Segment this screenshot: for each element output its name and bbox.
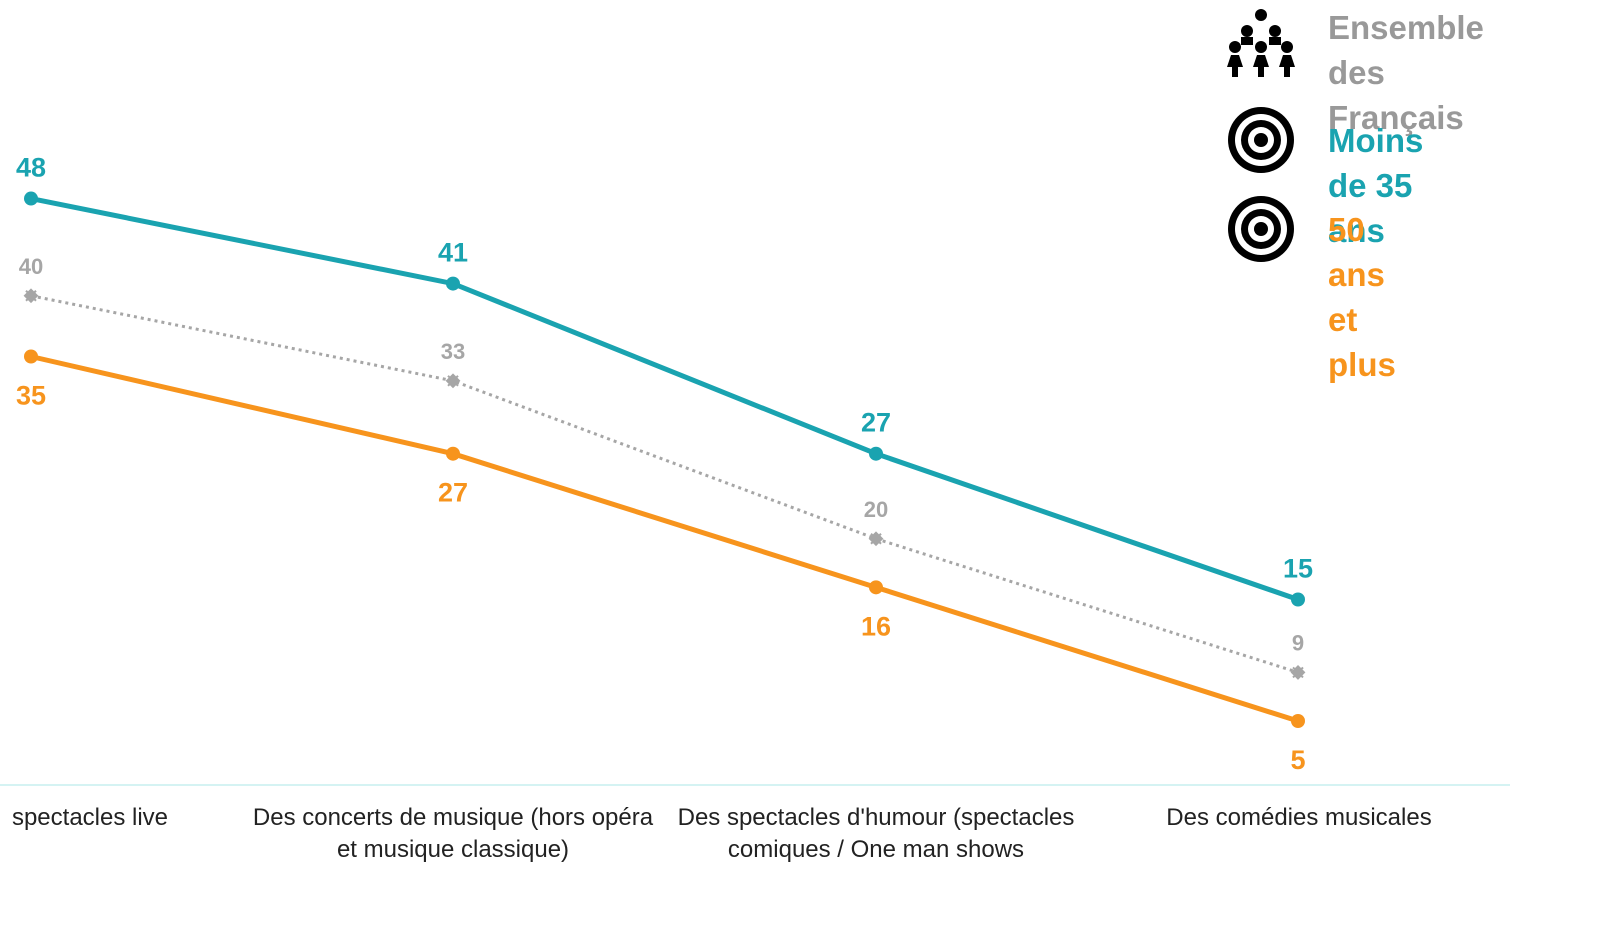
- legend-item-ensemble: Ensemble des Français: [1225, 5, 1484, 136]
- series-line-50-plus: [30, 354, 1299, 724]
- data-point-50-plus-4: [1291, 714, 1305, 728]
- data-point-50-plus-1: [24, 349, 38, 364]
- category-label-3: Des spectacles d'humour (spectacles comi…: [677, 804, 1075, 863]
- people-group-icon: [1227, 9, 1295, 77]
- series-line-moins-35: [30, 196, 1299, 602]
- data-point-moins-35-3: [869, 446, 883, 461]
- data-label-50-plus-2: 27: [438, 478, 468, 508]
- data-point-moins-35-4: [1291, 592, 1305, 607]
- data-label-50-plus-1: 35: [16, 381, 46, 411]
- data-point-moins-35-1: [24, 191, 38, 206]
- data-label-ensemble-2: 33: [441, 339, 465, 364]
- category-label-4: Des comédies musicales: [1166, 804, 1432, 831]
- data-point-ensemble-2: [445, 373, 461, 389]
- legend-label-50-plus: 50 ans et plus: [1328, 211, 1396, 383]
- data-label-50-plus-4: 5: [1290, 745, 1305, 775]
- data-label-50-plus-3: 16: [861, 611, 891, 641]
- series-line-ensemble: [30, 294, 1299, 674]
- legend-item-moins-35: Moins de 35 ans: [1225, 104, 1423, 249]
- data-point-50-plus-3: [869, 580, 883, 595]
- category-label-2: Des concerts de musique (hors opéra et m…: [252, 804, 654, 863]
- legend-label-moins-35: Moins de 35 ans: [1328, 122, 1424, 249]
- data-point-moins-35-2: [446, 276, 460, 291]
- legend-item-50-plus: 50 ans et plus: [1225, 193, 1396, 383]
- data-label-ensemble-4: 9: [1292, 630, 1304, 655]
- data-label-moins-35-2: 41: [438, 238, 468, 268]
- data-label-moins-35-3: 27: [861, 408, 891, 438]
- data-point-ensemble-1: [23, 288, 39, 304]
- target-icon: [1228, 107, 1294, 173]
- data-label-ensemble-3: 20: [864, 497, 888, 522]
- data-label-moins-35-4: 15: [1283, 554, 1313, 584]
- data-label-moins-35-1: 48: [16, 153, 46, 183]
- data-point-ensemble-3: [868, 531, 884, 547]
- legend-label-ensemble: Ensemble des Français: [1328, 9, 1484, 136]
- data-label-ensemble-1: 40: [19, 254, 43, 279]
- target-icon: [1228, 196, 1294, 262]
- category-label-1: spectacles live: [11, 804, 169, 831]
- data-point-ensemble-4: [1290, 664, 1306, 680]
- data-point-50-plus-2: [446, 446, 460, 461]
